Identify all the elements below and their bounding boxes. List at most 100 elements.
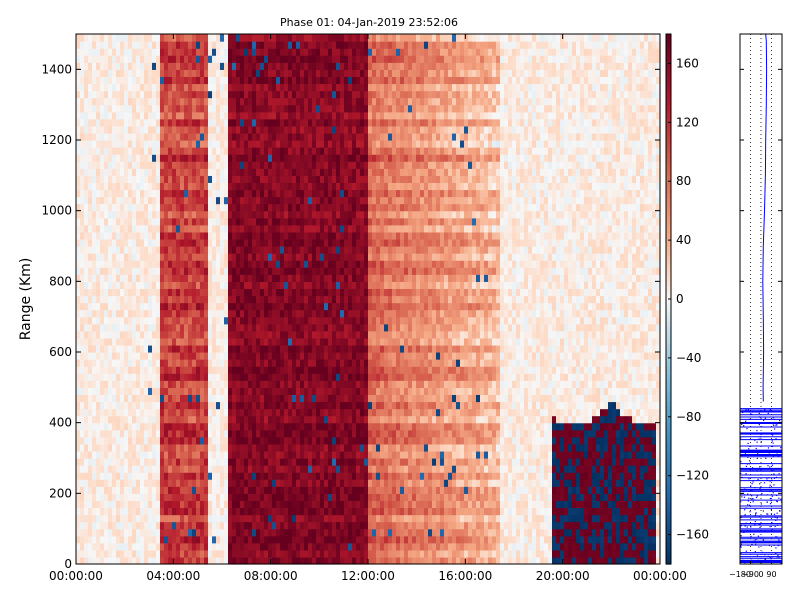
heatmap-cell <box>180 472 185 480</box>
heatmap-cell <box>100 147 105 155</box>
heatmap-cell <box>132 486 137 494</box>
heatmap-cell <box>92 366 97 374</box>
heatmap-cell <box>300 479 305 487</box>
heatmap-cell <box>340 479 345 487</box>
heatmap-cell <box>288 528 293 537</box>
heatmap-cell <box>328 274 333 282</box>
heatmap-cell <box>332 274 337 282</box>
heatmap-cell <box>160 401 165 410</box>
heatmap-cell <box>296 111 301 120</box>
heatmap-cell <box>264 387 269 395</box>
heatmap-cell <box>340 316 345 325</box>
heatmap-cell <box>280 542 285 551</box>
heatmap-cell <box>76 302 81 311</box>
heatmap-cell <box>264 111 269 120</box>
heatmap-cell <box>220 302 225 311</box>
heatmap-cell <box>168 76 173 85</box>
heatmap-cell <box>80 161 85 169</box>
heatmap-cell <box>328 175 333 183</box>
heatmap-cell <box>184 443 189 452</box>
heatmap-cell <box>328 401 333 410</box>
heatmap-cell <box>248 443 253 452</box>
heatmap-cell <box>216 90 221 99</box>
heatmap-cell <box>156 125 161 134</box>
heatmap-cell <box>244 422 249 431</box>
heatmap-cell <box>128 111 133 120</box>
heatmap-cell <box>272 97 277 106</box>
heatmap-cell <box>328 125 333 134</box>
heatmap-cell <box>268 415 273 424</box>
heatmap-cell <box>252 330 257 339</box>
heatmap-cell <box>292 458 297 466</box>
heatmap-cell <box>304 132 309 141</box>
heatmap-cell <box>232 168 237 176</box>
heatmap-cell <box>276 168 281 176</box>
heatmap-cell <box>112 196 117 205</box>
heatmap-cell <box>84 542 89 551</box>
heatmap-cell <box>80 217 85 226</box>
heatmap-cell <box>164 401 169 410</box>
heatmap-cell <box>248 147 253 155</box>
heatmap-cell <box>200 528 205 537</box>
heatmap-cell <box>196 344 201 353</box>
heatmap-cell <box>292 394 297 403</box>
heatmap-cell <box>204 387 209 395</box>
heatmap-cell <box>336 231 341 240</box>
heatmap-cell <box>176 415 181 424</box>
heatmap-cell <box>248 196 253 205</box>
heatmap-cell <box>232 125 237 134</box>
heatmap-cell <box>184 97 189 106</box>
heatmap-cell <box>296 323 301 332</box>
heatmap-cell <box>152 41 157 49</box>
heatmap-cell <box>336 69 341 77</box>
heatmap-cell <box>204 493 209 501</box>
heatmap-cell <box>300 507 305 516</box>
heatmap-cell <box>136 465 141 473</box>
heatmap-cell <box>112 154 117 162</box>
heatmap-cell <box>156 429 161 438</box>
heatmap-cell <box>136 34 141 42</box>
heatmap-cell <box>316 168 321 176</box>
heatmap-cell <box>76 97 81 106</box>
heatmap-cell <box>292 253 297 261</box>
heatmap-cell <box>264 69 269 77</box>
heatmap-cell <box>80 203 85 212</box>
heatmap-cell <box>168 542 173 551</box>
heatmap-cell <box>140 104 145 113</box>
heatmap-cell <box>152 359 157 367</box>
heatmap-cell <box>116 458 121 466</box>
heatmap-cell <box>224 231 229 240</box>
heatmap-cell <box>228 175 233 183</box>
heatmap-cell <box>292 479 297 487</box>
heatmap-cell <box>284 316 289 325</box>
heatmap-cell <box>336 90 341 99</box>
heatmap-cell <box>244 168 249 176</box>
heatmap-cell <box>320 132 325 141</box>
heatmap-cell <box>288 507 293 516</box>
heatmap-cell <box>300 493 305 501</box>
heatmap-cell <box>124 132 129 141</box>
heatmap-cell <box>300 302 305 311</box>
heatmap-cell <box>192 34 197 42</box>
heatmap-cell <box>96 458 101 466</box>
heatmap-cell <box>224 97 229 106</box>
heatmap-cell <box>180 238 185 247</box>
heatmap-cell <box>224 500 229 509</box>
heatmap-cell <box>92 260 97 268</box>
heatmap-cell <box>328 493 333 501</box>
heatmap-cell <box>76 203 81 212</box>
heatmap-cell <box>220 111 225 120</box>
heatmap-cell <box>148 147 153 155</box>
heatmap-cell <box>120 535 125 544</box>
heatmap-cell <box>160 458 165 466</box>
heatmap-cell <box>324 443 329 452</box>
heatmap-cell <box>304 479 309 487</box>
heatmap-cell <box>128 281 133 289</box>
heatmap-cell <box>136 182 141 191</box>
heatmap-cell <box>280 408 285 417</box>
heatmap-cell <box>304 147 309 155</box>
heatmap-cell <box>204 203 209 212</box>
heatmap-cell <box>180 189 185 198</box>
heatmap-cell <box>292 168 297 176</box>
heatmap-cell <box>84 472 89 480</box>
